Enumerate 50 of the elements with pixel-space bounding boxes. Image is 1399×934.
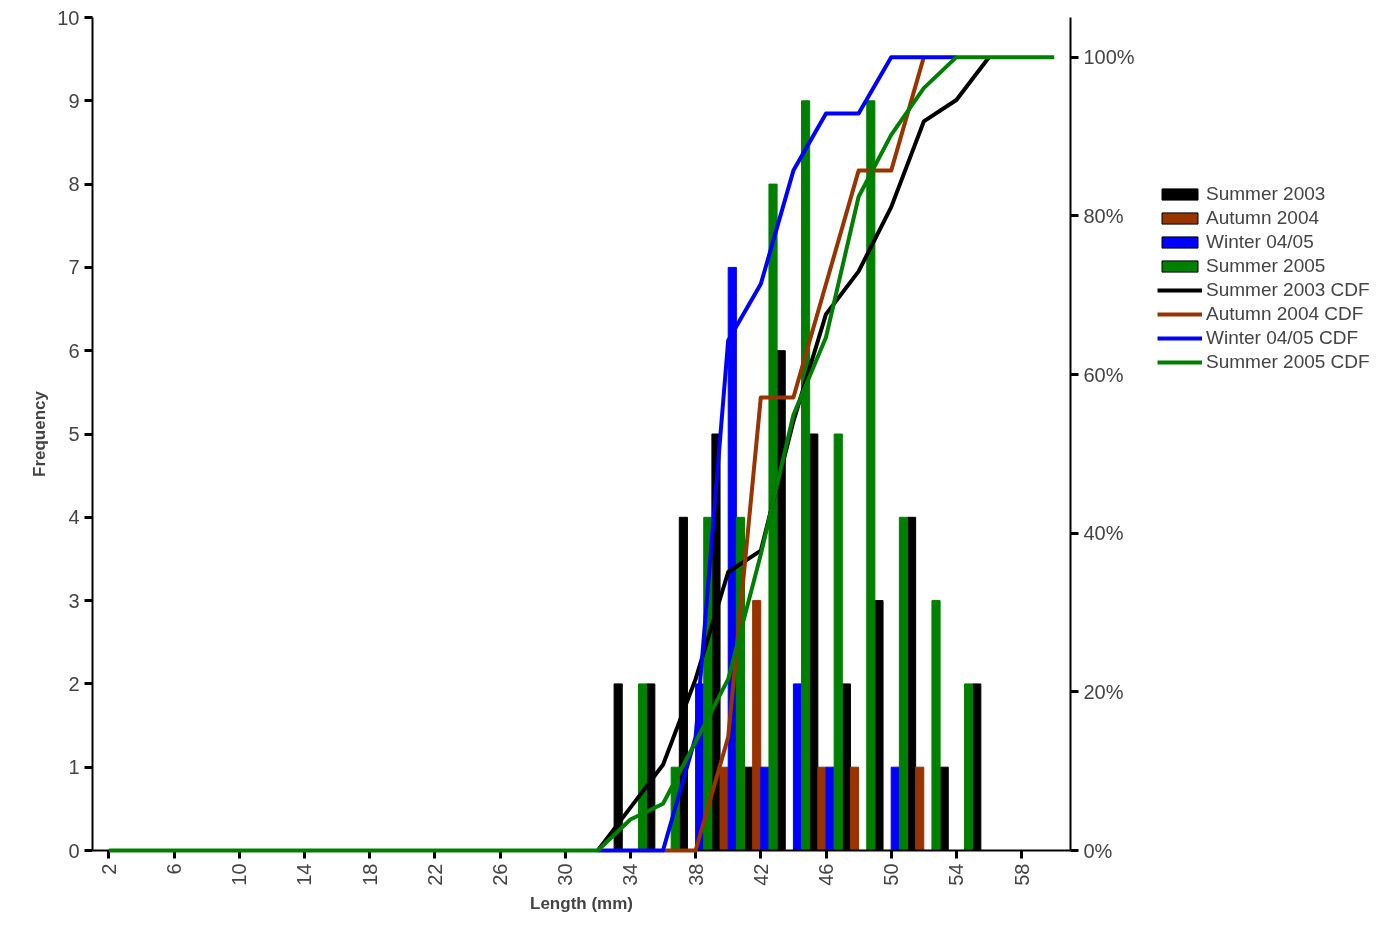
legend-label: Winter 04/05 — [1206, 231, 1314, 253]
bar — [915, 766, 925, 851]
x-tick-label: 10 — [228, 863, 251, 886]
legend-label: Autumn 2004 CDF — [1206, 303, 1364, 325]
y-tick-label: 6 — [68, 339, 80, 362]
bar — [964, 683, 974, 851]
x-tick-label: 30 — [554, 863, 577, 886]
y-tick-label: 10 — [57, 6, 80, 29]
bar — [849, 766, 860, 851]
y2-tick-label: 20% — [1083, 680, 1124, 703]
y2-tick-label: 40% — [1083, 522, 1124, 545]
y-tick-label: 4 — [68, 506, 80, 529]
y-tick-label: 5 — [68, 423, 80, 445]
legend-label: Summer 2003 — [1206, 183, 1326, 205]
x-tick-label: 50 — [880, 863, 903, 886]
bar — [833, 433, 843, 851]
bar — [931, 600, 941, 851]
bar — [752, 600, 762, 851]
x-tick-label: 14 — [293, 863, 316, 886]
y-tick-label: 0 — [68, 839, 80, 862]
legend-label: Summer 2005 — [1206, 255, 1326, 277]
legend-label: Summer 2005 CDF — [1206, 351, 1370, 373]
bar — [898, 516, 908, 851]
y-tick-label: 1 — [68, 756, 80, 779]
x-tick-label: 54 — [945, 863, 968, 886]
y2-tick-label: 0% — [1083, 839, 1113, 862]
y-tick-label: 3 — [68, 589, 80, 612]
y-tick-label: 7 — [68, 256, 80, 279]
x-tick-label: 34 — [619, 863, 642, 886]
y-tick-label: 9 — [68, 89, 80, 112]
x-tick-label: 18 — [358, 863, 381, 886]
x-tick-label: 22 — [423, 863, 446, 886]
x-axis-title: Length (mm) — [530, 893, 633, 913]
x-tick-label: 6 — [163, 863, 185, 875]
x-tick-label: 46 — [815, 863, 837, 886]
legend-label: Winter 04/05 CDF — [1206, 327, 1359, 349]
y2-tick-label: 100% — [1083, 46, 1135, 69]
x-tick-label: 26 — [489, 863, 511, 886]
x-tick-label: 38 — [684, 863, 707, 886]
line-series — [106, 55, 1057, 853]
y-axis-title: Frequency — [30, 390, 50, 477]
legend-label: Summer 2003 CDF — [1206, 279, 1370, 301]
y2-tick-label: 80% — [1083, 204, 1124, 227]
x-tick-label: 58 — [1010, 863, 1033, 886]
y-tick-label: 2 — [68, 672, 80, 695]
x-tick-label: 2 — [97, 863, 120, 875]
x-tick-label: 42 — [749, 863, 772, 886]
y2-tick-label: 60% — [1083, 363, 1124, 386]
legend-label: Autumn 2004 — [1206, 207, 1320, 229]
y-tick-label: 8 — [68, 173, 80, 196]
